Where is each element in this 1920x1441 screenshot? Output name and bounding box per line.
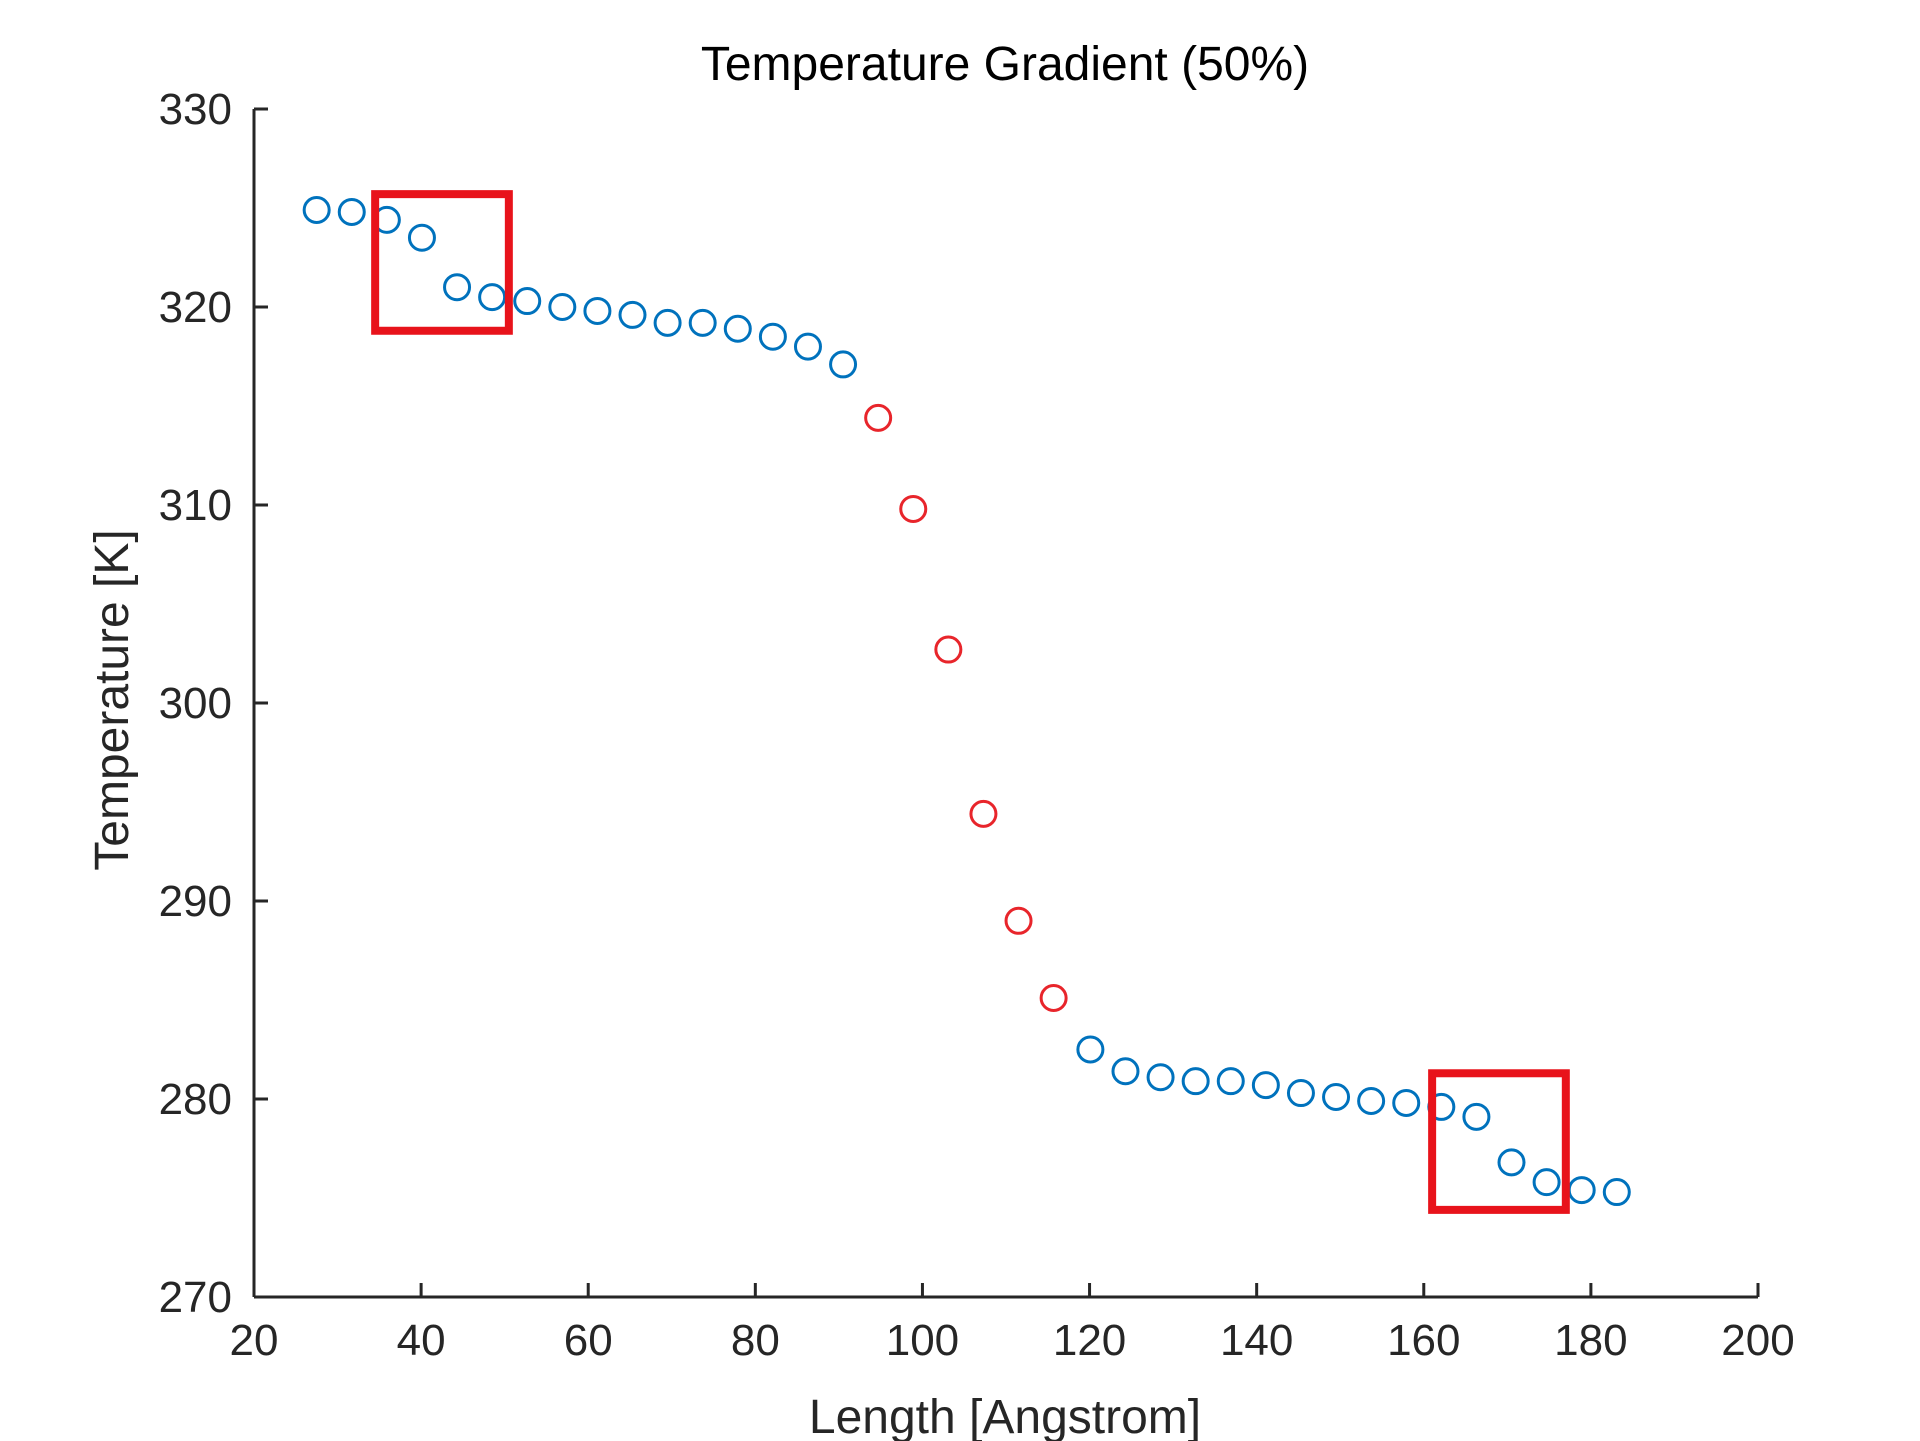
x-tick-label: 40 — [397, 1316, 446, 1365]
annotations — [371, 190, 1570, 1214]
data-point-series-0 — [1216, 1067, 1245, 1096]
x-tick-label: 140 — [1220, 1316, 1293, 1365]
x-tick-label: 60 — [564, 1316, 613, 1365]
data-point-series-0 — [407, 223, 436, 252]
data-point-series-0 — [337, 197, 366, 226]
x-tick-label: 180 — [1554, 1316, 1627, 1365]
data-point-series-1 — [934, 635, 963, 664]
data-point-series-0 — [443, 273, 472, 302]
x-tick-label: 100 — [886, 1316, 959, 1365]
data-point-series-0 — [793, 332, 822, 361]
data-point-series-0 — [1286, 1079, 1315, 1108]
x-tick-label: 20 — [230, 1316, 279, 1365]
data-point-series-0 — [1532, 1168, 1561, 1197]
data-point-series-0 — [302, 195, 331, 224]
y-axis-ticks: 270 280 290 300 310 320 330 — [159, 85, 268, 1322]
data-point-series-0 — [583, 296, 612, 325]
highlight-box-1 — [1428, 1069, 1570, 1214]
x-tick-label: 160 — [1387, 1316, 1460, 1365]
data-point-series-0 — [1111, 1057, 1140, 1086]
data-point-series-0 — [618, 300, 647, 329]
data-point-series-0 — [1251, 1071, 1280, 1100]
x-axis-title: Length [Angstrom] — [809, 1391, 1201, 1441]
y-tick-label: 320 — [159, 283, 232, 332]
data-point-series-0 — [758, 322, 787, 351]
highlight-box-0 — [371, 190, 513, 335]
data-points — [302, 195, 1631, 1207]
y-tick-label: 300 — [159, 679, 232, 728]
data-point-series-1 — [1004, 906, 1033, 935]
y-axis-title: Temperature [K] — [86, 529, 139, 870]
data-point-series-1 — [864, 403, 893, 432]
y-tick-label: 270 — [159, 1273, 232, 1322]
x-tick-label: 80 — [731, 1316, 780, 1365]
data-point-series-0 — [1357, 1086, 1386, 1115]
y-tick-label: 290 — [159, 877, 232, 926]
data-point-series-1 — [969, 799, 998, 828]
data-point-series-0 — [1602, 1178, 1631, 1207]
data-point-series-0 — [1146, 1063, 1175, 1092]
data-point-series-1 — [1039, 984, 1068, 1013]
data-point-series-1 — [899, 494, 928, 523]
chart-title: Temperature Gradient (50%) — [701, 38, 1309, 91]
data-point-series-0 — [513, 287, 542, 316]
data-point-series-0 — [1497, 1148, 1526, 1177]
x-tick-label: 200 — [1721, 1316, 1794, 1365]
data-point-series-0 — [1322, 1083, 1351, 1112]
data-point-series-0 — [548, 293, 577, 321]
data-point-series-0 — [1462, 1102, 1491, 1131]
y-tick-label: 330 — [159, 85, 232, 134]
y-tick-label: 280 — [159, 1075, 232, 1124]
data-point-series-0 — [829, 350, 858, 379]
data-point-series-0 — [723, 314, 752, 343]
data-point-series-0 — [1567, 1176, 1596, 1205]
y-tick-label: 310 — [159, 481, 232, 530]
data-point-series-0 — [478, 283, 507, 312]
data-point-series-0 — [1076, 1035, 1105, 1064]
data-point-series-0 — [688, 308, 717, 337]
x-tick-label: 120 — [1053, 1316, 1126, 1365]
data-point-series-0 — [1181, 1067, 1210, 1096]
data-point-series-0 — [653, 308, 682, 337]
axes — [252, 109, 1758, 1299]
data-point-series-0 — [1392, 1088, 1421, 1117]
x-axis-ticks: 20 40 60 80 100 120 140 160 180 200 — [230, 1283, 1795, 1365]
